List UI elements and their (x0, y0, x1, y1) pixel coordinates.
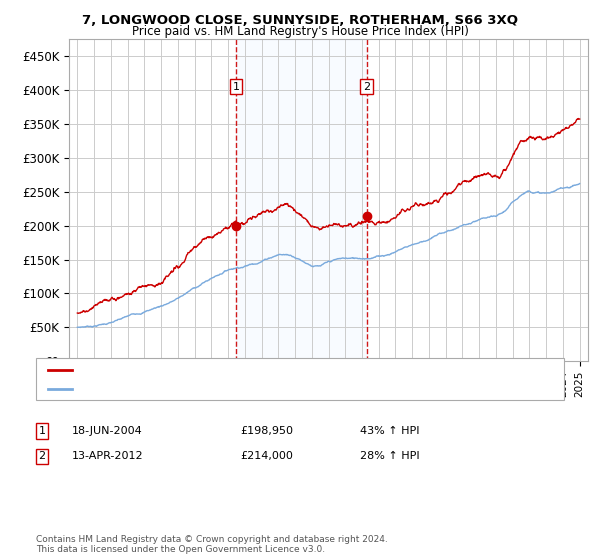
Bar (236, 39, 367, 361)
Text: Contains HM Land Registry data © Crown copyright and database right 2024.
This d: Contains HM Land Registry data © Crown c… (36, 535, 388, 554)
Text: 1: 1 (232, 82, 239, 92)
Text: HPI: Average price, detached house, Rotherham: HPI: Average price, detached house, Roth… (78, 384, 328, 394)
Text: 7, LONGWOOD CLOSE, SUNNYSIDE, ROTHERHAM, S66 3XQ (detached house): 7, LONGWOOD CLOSE, SUNNYSIDE, ROTHERHAM,… (78, 365, 479, 375)
Text: 1: 1 (38, 426, 46, 436)
Text: 13-APR-2012: 13-APR-2012 (72, 451, 143, 461)
Text: 43% ↑ HPI: 43% ↑ HPI (360, 426, 419, 436)
Text: 18-JUN-2004: 18-JUN-2004 (72, 426, 143, 436)
Text: 28% ↑ HPI: 28% ↑ HPI (360, 451, 419, 461)
Text: Price paid vs. HM Land Registry's House Price Index (HPI): Price paid vs. HM Land Registry's House … (131, 25, 469, 38)
Text: 7, LONGWOOD CLOSE, SUNNYSIDE, ROTHERHAM, S66 3XQ: 7, LONGWOOD CLOSE, SUNNYSIDE, ROTHERHAM,… (82, 14, 518, 27)
Text: 2: 2 (363, 82, 370, 92)
Text: £214,000: £214,000 (240, 451, 293, 461)
Text: 2: 2 (38, 451, 46, 461)
Text: £198,950: £198,950 (240, 426, 293, 436)
